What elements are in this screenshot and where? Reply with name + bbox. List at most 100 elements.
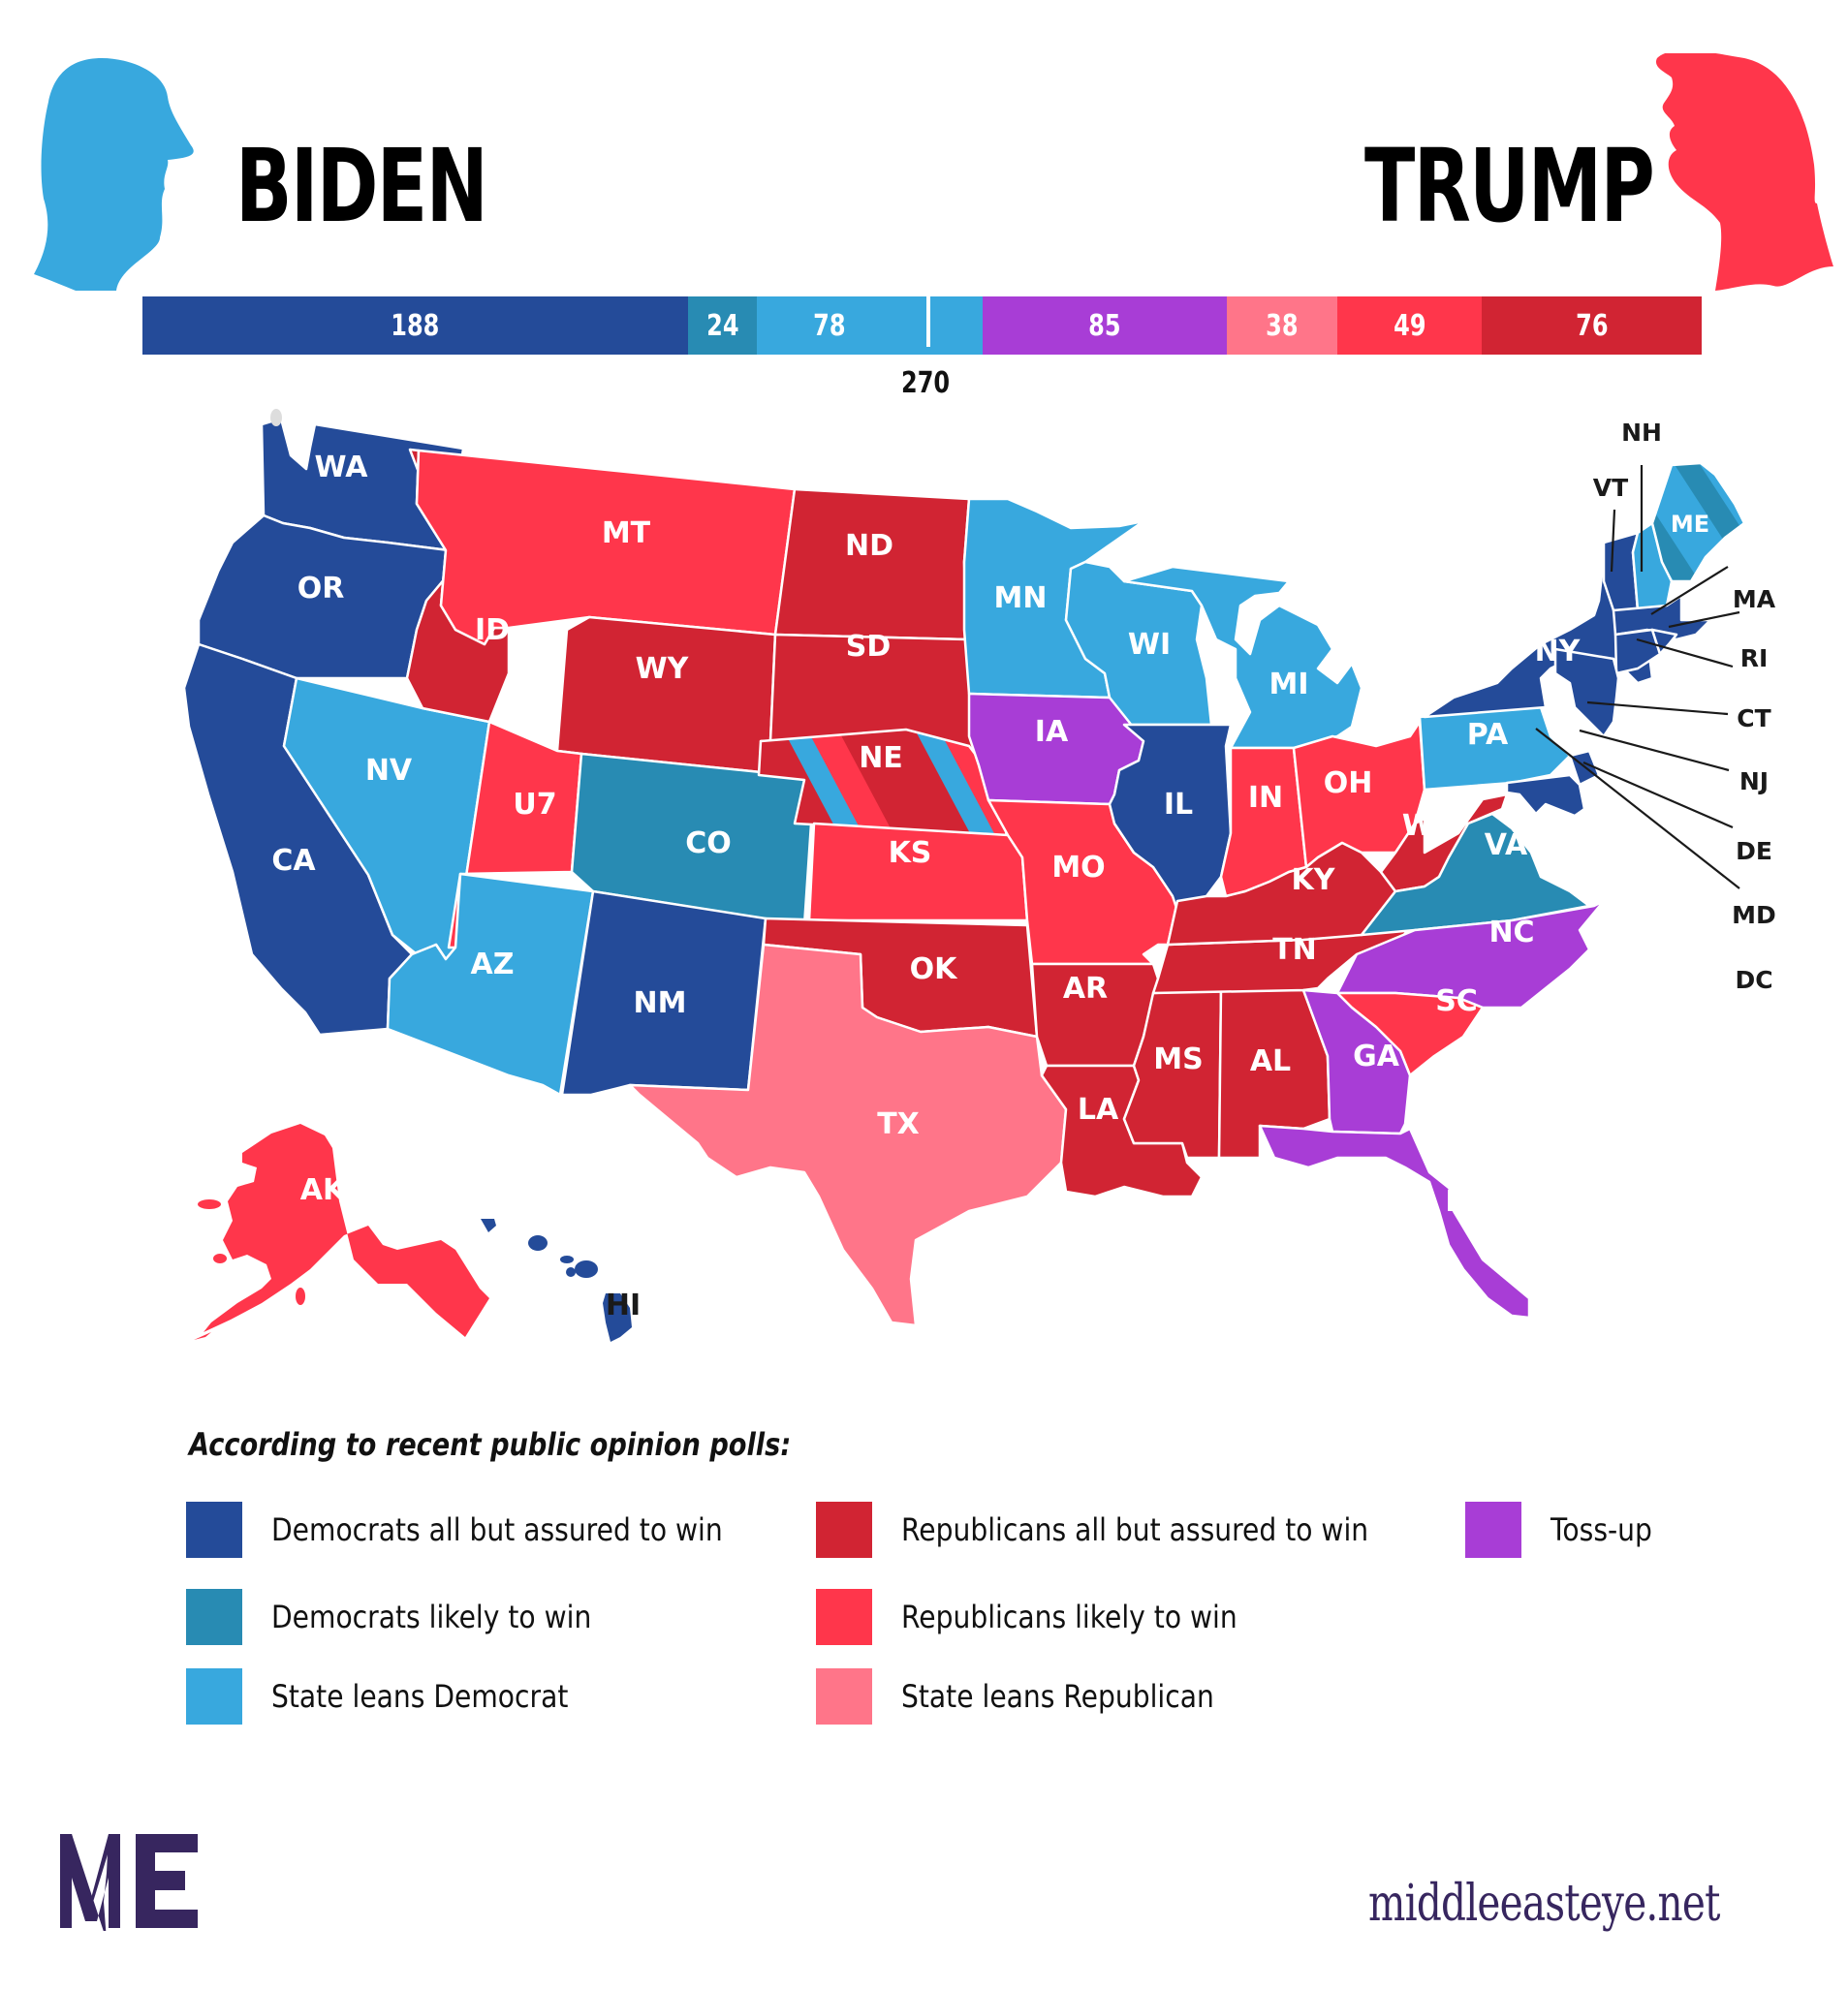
- label-NE: NE: [859, 741, 903, 775]
- legend-swatch: [186, 1502, 242, 1558]
- legend-title: According to recent public opinion polls…: [189, 1426, 792, 1463]
- alaska-island: [194, 1332, 211, 1340]
- label-WV: WV: [1402, 809, 1457, 843]
- state-TX[interactable]: [628, 943, 1068, 1327]
- state-ND[interactable]: [773, 487, 971, 641]
- label-IN: IN: [1248, 781, 1283, 815]
- majority-marker-line: [926, 296, 930, 347]
- bar-segment-rep-safe: 76: [1482, 296, 1702, 355]
- legend-item-tossup: Toss-up: [1465, 1502, 1666, 1558]
- label-NM: NM: [634, 986, 687, 1020]
- label-HI: HI: [606, 1289, 641, 1322]
- bar-segment-dem-safe: 188: [142, 296, 688, 355]
- label-IL: IL: [1164, 788, 1193, 822]
- us-electoral-map: WA OR CA NV ID MT WY U7 AZ CO NM ND SD N…: [182, 409, 1776, 1342]
- label-KS: KS: [889, 836, 932, 870]
- alaska-island: [213, 1254, 227, 1263]
- state-AK[interactable]: [204, 1124, 489, 1337]
- legend-item-dem-lean: State leans Democrat: [186, 1668, 609, 1725]
- label-AL: AL: [1250, 1044, 1291, 1078]
- label-FL: FL: [1445, 1185, 1484, 1219]
- label-IA: IA: [1035, 715, 1069, 749]
- legend-swatch: [186, 1668, 242, 1725]
- label-NY: NY: [1535, 635, 1582, 669]
- bar-segment-rep-likely: 49: [1337, 296, 1482, 355]
- bar-segment-dem-lean: 78: [757, 296, 983, 355]
- legend-swatch: [816, 1668, 872, 1725]
- label-WI: WI: [1128, 628, 1171, 662]
- trump-silhouette-icon: [1656, 53, 1833, 291]
- label-SD: SD: [846, 630, 892, 664]
- label-MT: MT: [602, 516, 651, 550]
- label-AR: AR: [1063, 972, 1108, 1006]
- label-VT: VT: [1593, 474, 1628, 502]
- label-CT: CT: [1737, 704, 1770, 732]
- label-OR: OR: [298, 572, 345, 606]
- label-NC: NC: [1488, 916, 1534, 949]
- state-PA[interactable]: [1418, 705, 1572, 792]
- biden-name: BIDEN: [235, 127, 488, 245]
- label-TN: TN: [1272, 933, 1317, 967]
- state-GA[interactable]: [1301, 988, 1412, 1135]
- label-SC: SC: [1435, 984, 1478, 1018]
- label-AK: AK: [300, 1173, 347, 1207]
- state-WY[interactable]: [555, 615, 777, 774]
- electoral-vote-bar: 188 24 78 85 38 49 76: [142, 296, 1702, 355]
- legend-swatch: [816, 1589, 872, 1645]
- label-NJ: NJ: [1739, 767, 1769, 795]
- alaska-island: [296, 1288, 305, 1305]
- state-MD[interactable]: [1505, 773, 1586, 818]
- label-MD: MD: [1732, 901, 1776, 929]
- bar-segment-dem-likely: 24: [688, 296, 757, 355]
- label-PA: PA: [1467, 718, 1509, 752]
- label-CA: CA: [271, 844, 316, 878]
- bar-segment-rep-lean: 38: [1227, 296, 1337, 355]
- legend-item-dem-safe: Democrats all but assured to win: [186, 1502, 784, 1558]
- legend-item-rep-safe: Republicans all but assured to win: [816, 1502, 1432, 1558]
- alaska-island: [198, 1199, 221, 1209]
- state-MI[interactable]: [1122, 565, 1363, 750]
- label-ND: ND: [845, 529, 893, 563]
- label-MO: MO: [1051, 851, 1105, 885]
- label-OH: OH: [1324, 766, 1373, 800]
- label-DE: DE: [1736, 837, 1772, 865]
- bar-segment-tossup: 85: [983, 296, 1227, 355]
- state-ME[interactable]: [1650, 461, 1746, 583]
- website-url[interactable]: middleeasteye.net: [1368, 1875, 1720, 1933]
- label-MN: MN: [994, 581, 1048, 615]
- label-WY: WY: [636, 652, 690, 686]
- state-KY[interactable]: [1166, 841, 1397, 947]
- label-RI: RI: [1740, 644, 1769, 672]
- state-IL[interactable]: [1108, 723, 1233, 927]
- label-MI: MI: [1269, 668, 1308, 701]
- legend-swatch: [1465, 1502, 1521, 1558]
- label-LA: LA: [1078, 1093, 1119, 1127]
- mee-logo: [60, 1834, 198, 1931]
- label-OK: OK: [910, 952, 959, 986]
- label-VA: VA: [1485, 828, 1528, 862]
- label-GA: GA: [1353, 1040, 1400, 1073]
- biden-silhouette-icon: [34, 58, 194, 291]
- legend-swatch: [186, 1589, 242, 1645]
- label-TX: TX: [877, 1107, 920, 1141]
- state-VT[interactable]: [1602, 531, 1640, 612]
- label-NH: NH: [1621, 419, 1662, 447]
- label-CO: CO: [685, 826, 732, 860]
- majority-threshold-label: 270: [901, 366, 951, 400]
- label-MS: MS: [1153, 1042, 1203, 1076]
- label-ME: ME: [1671, 511, 1709, 538]
- label-AZ: AZ: [471, 948, 515, 981]
- legend-item-rep-lean: State leans Republican: [816, 1668, 1257, 1725]
- label-WA: WA: [315, 451, 369, 484]
- state-FL[interactable]: [1258, 1124, 1531, 1320]
- legend-item-rep-likely: Republicans likely to win: [816, 1589, 1283, 1645]
- island-decoration: [270, 409, 282, 426]
- trump-name: TRUMP: [1364, 127, 1655, 245]
- label-UT: U7: [513, 788, 556, 822]
- state-HI[interactable]: [481, 1219, 632, 1342]
- state-AZ[interactable]: [386, 872, 595, 1097]
- legend-swatch: [816, 1502, 872, 1558]
- leader-lines: [1535, 465, 1740, 889]
- label-ID: ID: [475, 613, 510, 647]
- label-MA: MA: [1733, 585, 1776, 613]
